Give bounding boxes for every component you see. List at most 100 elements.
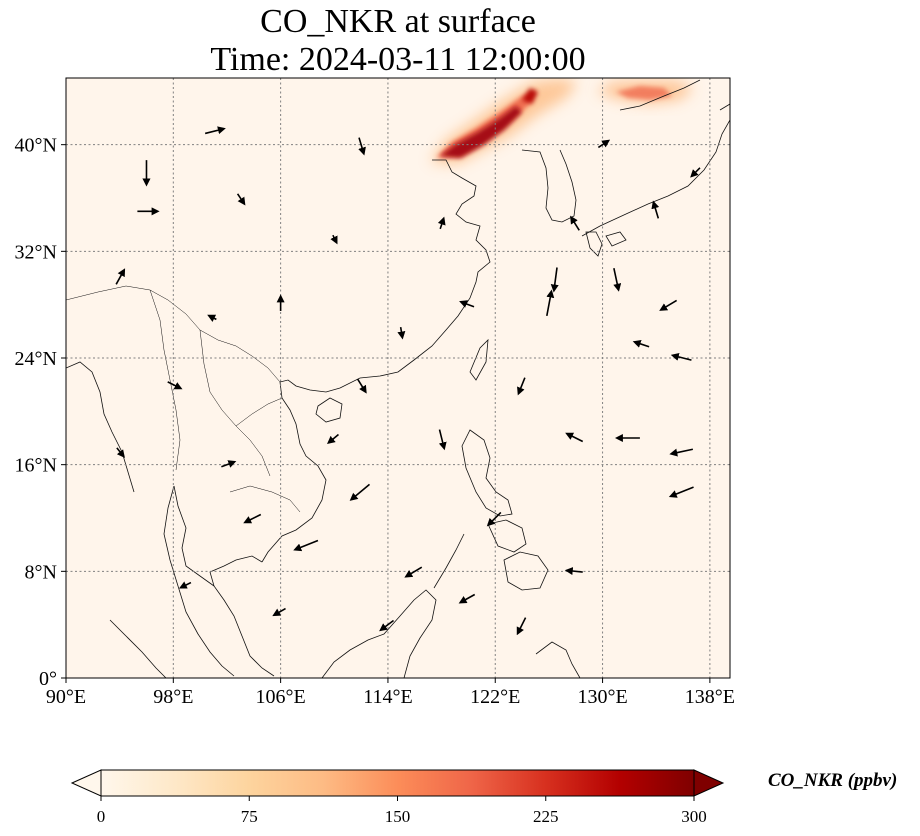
hokkaido	[719, 103, 730, 111]
colorbar-gradient	[101, 770, 694, 796]
lon-tick-label: 90°E	[46, 686, 86, 708]
borneo	[321, 589, 437, 678]
wind-arrow	[458, 593, 476, 604]
gulf-of-thailand	[173, 485, 215, 587]
wind-arrow	[516, 617, 527, 636]
plume-bohai-core	[440, 106, 522, 158]
lat-tick-label: 24°N	[15, 348, 57, 370]
wind-arrow	[597, 139, 611, 149]
wind-arrow	[651, 200, 660, 219]
wind-arrow	[379, 619, 395, 632]
wind-arrow	[486, 511, 502, 527]
wind-arrow	[358, 137, 366, 156]
wind-arrow	[669, 448, 694, 457]
colorbar-ticks: 0 75 150 225 300	[97, 796, 707, 826]
wind-arrow	[397, 327, 406, 340]
lon-tick-label: 98°E	[153, 686, 193, 708]
wind-arrow	[459, 300, 475, 308]
sulawesi	[535, 641, 581, 678]
korea-coastline	[521, 149, 577, 223]
coastlines	[66, 79, 730, 678]
lat-tick-label: 0°	[39, 668, 57, 690]
wind-arrow	[437, 216, 446, 230]
russia-primorye	[619, 79, 701, 111]
japan-honshu	[581, 119, 730, 237]
lon-tick-label: 106°E	[256, 686, 306, 708]
wind-arrow	[204, 126, 226, 135]
wind-arrow	[115, 268, 126, 285]
indochina-coast	[209, 555, 275, 677]
wind-arrow	[570, 215, 580, 231]
colorbar-label: CO_NKR (ppbv)	[768, 770, 898, 791]
colorbar-tick-label: 150	[385, 807, 411, 826]
wind-arrow	[565, 432, 584, 443]
map-panel[interactable]	[65, 77, 731, 679]
map-title-line1: CO_NKR at surface	[260, 3, 536, 40]
bay-of-bengal-coast	[66, 361, 135, 493]
wind-arrow	[243, 513, 262, 524]
lon-tick-label: 138°E	[685, 686, 735, 708]
palawan	[433, 533, 465, 589]
plume-bohai-mid	[436, 90, 536, 158]
malay-peninsula	[163, 485, 235, 677]
map-title-line2: Time: 2024-03-11 12:00:00	[210, 41, 586, 78]
wind-arrow	[356, 378, 367, 394]
wind-arrow	[670, 352, 692, 361]
wind-arrow	[659, 299, 678, 311]
map-frame	[65, 77, 731, 679]
wind-vectors	[115, 126, 701, 636]
wind-arrow	[221, 460, 237, 468]
lon-tick-label: 130°E	[577, 686, 627, 708]
wind-arrow	[236, 193, 246, 206]
wind-arrow	[116, 447, 125, 458]
wind-arrow	[327, 433, 339, 445]
borders-inland	[66, 285, 301, 513]
colorbar-tick-label: 75	[241, 807, 258, 826]
map-axes: 90°E 98°E 106°E 114°E 122°E 130°E 138°E 0° 8°N 16…	[15, 135, 735, 708]
wind-arrow	[167, 381, 183, 390]
taiwan	[469, 338, 489, 381]
wind-arrow	[517, 377, 526, 396]
lat-tick-label: 8°N	[25, 561, 57, 583]
wind-arrow	[546, 289, 555, 317]
plume-east-core	[616, 86, 672, 100]
colorbar-min-extension	[70, 769, 102, 797]
lat-tick-label: 32°N	[15, 241, 57, 263]
colorbar-tick-label: 225	[533, 807, 559, 826]
wind-arrow	[178, 581, 192, 589]
wind-arrow	[690, 167, 701, 178]
lon-tick-label: 114°E	[363, 686, 412, 708]
colorbar-max-extension	[693, 769, 725, 797]
graticule	[66, 78, 730, 678]
wind-arrow	[668, 486, 694, 498]
colorbar: 0 75 150 225 300	[70, 769, 725, 826]
lat-tick-label: 16°N	[15, 455, 57, 477]
wind-arrow	[330, 234, 338, 245]
wind-arrow	[632, 340, 650, 348]
wind-arrow	[404, 566, 423, 578]
luzon	[461, 429, 513, 517]
co-concentration-plumes	[430, 78, 694, 164]
wind-arrow	[613, 268, 622, 292]
map-background	[66, 78, 730, 678]
wind-arrow	[550, 267, 559, 293]
lat-tick-label: 40°N	[15, 135, 57, 157]
sumatra	[109, 619, 167, 678]
japan-kyushu	[585, 231, 603, 257]
mindanao	[503, 551, 549, 591]
wind-arrow	[438, 429, 447, 451]
colorbar-tick-label: 0	[97, 807, 106, 826]
wind-arrow	[272, 607, 286, 617]
wind-arrow	[564, 567, 583, 576]
china-coastline	[261, 159, 491, 563]
wind-arrow	[293, 539, 319, 552]
plume-northeast-core	[522, 88, 538, 104]
hainan	[315, 397, 343, 423]
japan-shikoku	[605, 231, 627, 247]
wind-arrow	[207, 314, 217, 322]
colorbar-tick-label: 300	[681, 807, 707, 826]
wind-arrow	[349, 483, 371, 501]
visayas	[487, 519, 527, 553]
lon-tick-label: 122°E	[470, 686, 520, 708]
